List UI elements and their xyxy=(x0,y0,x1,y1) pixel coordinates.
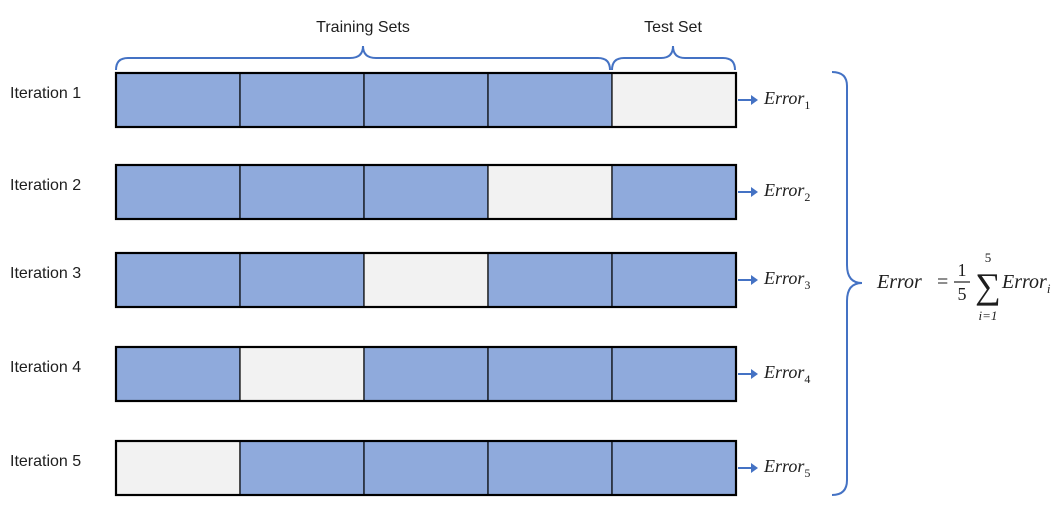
training-fold-cell xyxy=(239,252,365,308)
training-fold-cell xyxy=(611,346,737,402)
error-formula: Error = 1 5 5 ∑ i=1 Errori xyxy=(876,250,1051,323)
iteration-row-border xyxy=(114,71,738,129)
test-fold-cell xyxy=(611,72,737,128)
iteration-row: Iteration 3 Error3 xyxy=(10,251,810,309)
training-fold-cell xyxy=(363,164,489,220)
iteration-label: Iteration 4 xyxy=(10,359,81,376)
formula-lhs: Error xyxy=(876,271,922,293)
formula-numerator: 1 xyxy=(958,260,967,280)
iteration-error-label: Error5 xyxy=(763,456,810,480)
iteration-label: Iteration 5 xyxy=(10,453,81,470)
iteration-row: Iteration 5 Error5 xyxy=(10,439,810,497)
training-fold-cell xyxy=(239,164,365,220)
iteration-error-label: Error3 xyxy=(763,268,810,292)
iteration-label: Iteration 2 xyxy=(10,177,81,194)
iteration-row-border xyxy=(114,345,738,403)
test-set-label: Test Set xyxy=(644,19,702,36)
training-fold-cell xyxy=(115,72,241,128)
sum-lower-limit: i=1 xyxy=(979,308,998,323)
training-fold-cell xyxy=(239,72,365,128)
training-fold-cell xyxy=(363,346,489,402)
sum-upper-limit: 5 xyxy=(985,250,992,265)
training-sets-bracket xyxy=(115,45,611,71)
training-fold-cell xyxy=(611,252,737,308)
training-fold-cell xyxy=(115,252,241,308)
training-fold-cell xyxy=(363,440,489,496)
test-fold-cell xyxy=(363,252,489,308)
aggregate-bracket xyxy=(831,71,863,496)
arrow-head-icon xyxy=(751,463,758,473)
iteration-row: Iteration 4 Error4 xyxy=(10,345,810,403)
arrow-head-icon xyxy=(751,369,758,379)
training-fold-cell xyxy=(487,440,613,496)
iteration-row: Iteration 2 Error2 xyxy=(10,163,810,221)
iteration-label: Iteration 3 xyxy=(10,265,81,282)
training-fold-cell xyxy=(611,164,737,220)
formula-equals: = xyxy=(937,271,948,293)
training-fold-cell xyxy=(115,346,241,402)
arrow-head-icon xyxy=(751,275,758,285)
iteration-row: Iteration 1 Error1 xyxy=(10,71,810,129)
training-fold-cell xyxy=(487,72,613,128)
iteration-error-label: Error1 xyxy=(763,88,810,112)
iteration-label: Iteration 1 xyxy=(10,85,81,102)
arrow-head-icon xyxy=(751,187,758,197)
summation-symbol: ∑ xyxy=(975,266,1001,306)
iteration-row-border xyxy=(114,251,738,309)
iteration-error-label: Error2 xyxy=(763,180,810,204)
iteration-row-border xyxy=(114,163,738,221)
arrow-head-icon xyxy=(751,95,758,105)
test-set-bracket xyxy=(611,45,736,71)
training-fold-cell xyxy=(487,346,613,402)
test-fold-cell xyxy=(239,346,365,402)
training-fold-cell xyxy=(115,164,241,220)
training-sets-label: Training Sets xyxy=(316,19,410,36)
formula-denominator: 5 xyxy=(958,284,967,304)
test-fold-cell xyxy=(115,440,241,496)
training-fold-cell xyxy=(487,252,613,308)
iteration-row-border xyxy=(114,439,738,497)
iteration-error-label: Error4 xyxy=(763,362,810,386)
training-fold-cell xyxy=(611,440,737,496)
formula-term: Errori xyxy=(1001,271,1051,296)
training-fold-cell xyxy=(363,72,489,128)
training-fold-cell xyxy=(239,440,365,496)
test-fold-cell xyxy=(487,164,613,220)
